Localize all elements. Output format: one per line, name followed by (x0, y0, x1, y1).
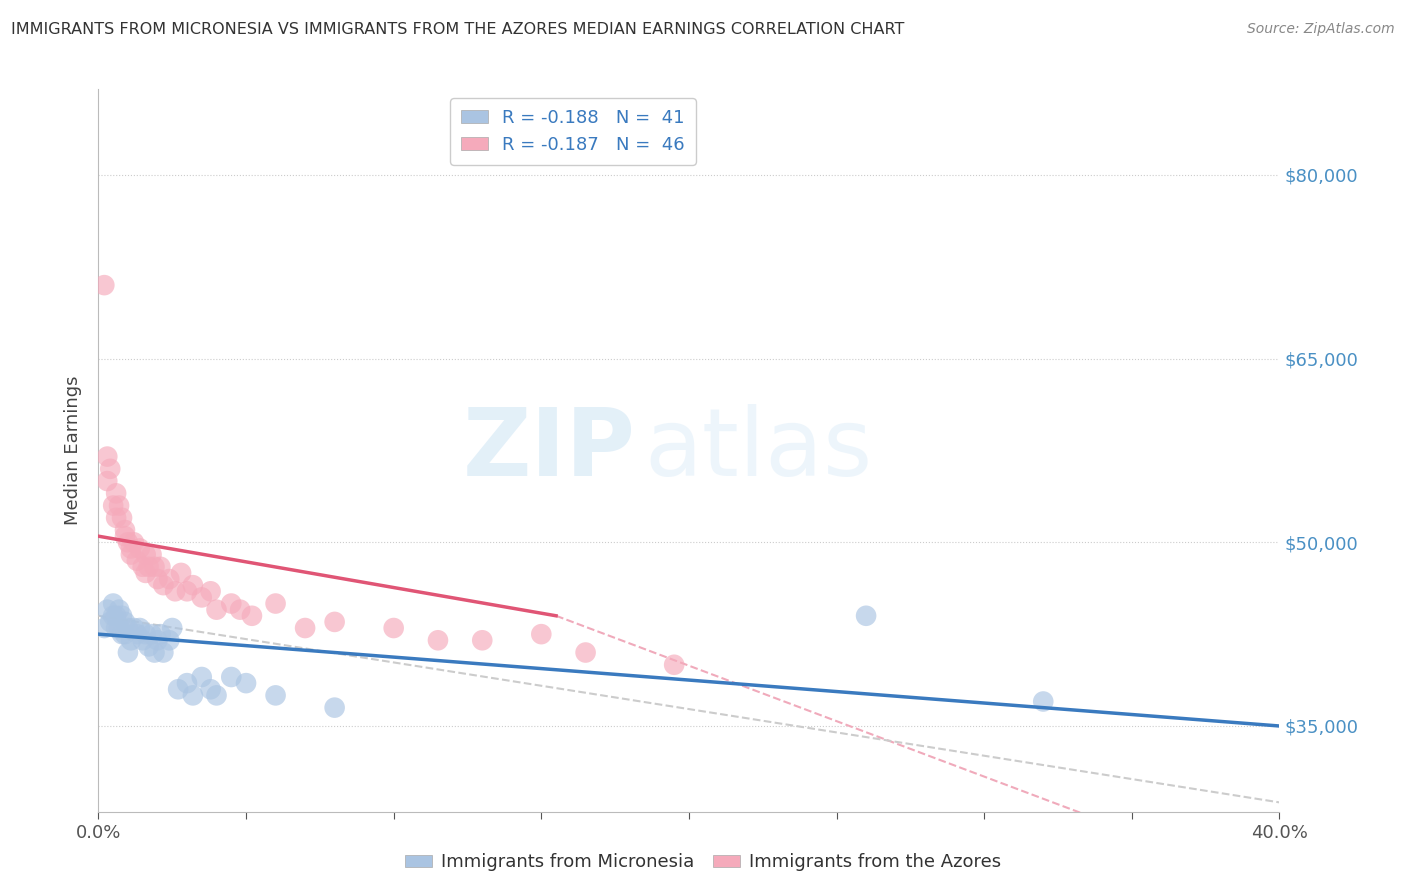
Point (117, 646, 139, 660)
Point (103, 597, 125, 611)
Point (382, 621, 405, 635)
Point (93, 278, 115, 293)
Point (167, 682, 190, 697)
Point (96, 474, 118, 488)
Point (146, 633, 169, 648)
Legend: R = -0.188   N =  41, R = -0.187   N =  46: R = -0.188 N = 41, R = -0.187 N = 46 (450, 98, 696, 165)
Point (229, 602, 252, 616)
Point (98, 462, 121, 476)
Point (530, 627, 553, 641)
Point (111, 627, 134, 641)
Point (105, 621, 128, 635)
Point (132, 559, 155, 574)
Point (117, 535, 139, 549)
Point (120, 633, 142, 648)
Point (143, 646, 166, 660)
Point (575, 646, 598, 660)
Point (205, 689, 228, 703)
Point (200, 682, 222, 697)
Text: ZIP: ZIP (463, 404, 636, 497)
Y-axis label: Median Earnings: Median Earnings (65, 376, 83, 525)
Text: IMMIGRANTS FROM MICRONESIA VS IMMIGRANTS FROM THE AZORES MEDIAN EARNINGS CORRELA: IMMIGRANTS FROM MICRONESIA VS IMMIGRANTS… (11, 22, 904, 37)
Point (120, 548, 142, 562)
Point (205, 602, 228, 616)
Point (114, 627, 136, 641)
Point (93, 621, 115, 635)
Point (157, 572, 180, 586)
Point (111, 608, 134, 623)
Point (149, 559, 172, 574)
Point (1032, 694, 1054, 708)
Point (264, 689, 287, 703)
Point (294, 621, 316, 635)
Point (122, 621, 145, 635)
Point (96, 450, 118, 464)
Point (128, 621, 150, 635)
Point (427, 633, 450, 648)
Point (165, 584, 187, 599)
Point (138, 559, 160, 574)
Point (132, 633, 155, 648)
Point (176, 584, 198, 599)
Point (105, 486, 128, 500)
Point (120, 541, 142, 556)
Point (191, 670, 214, 684)
Point (135, 566, 157, 580)
Point (191, 591, 214, 605)
Point (323, 700, 346, 714)
Point (122, 535, 145, 549)
Point (181, 578, 204, 592)
Point (323, 615, 346, 629)
Point (240, 608, 263, 623)
Point (114, 529, 136, 543)
Point (170, 566, 193, 580)
Point (152, 646, 174, 660)
Text: atlas: atlas (644, 404, 872, 497)
Point (105, 608, 128, 623)
Point (111, 511, 134, 525)
Point (96, 602, 118, 616)
Point (125, 554, 148, 568)
Point (108, 602, 131, 616)
Point (181, 689, 204, 703)
Point (125, 627, 148, 641)
Point (264, 597, 287, 611)
Point (200, 584, 222, 599)
Point (152, 578, 174, 592)
Point (143, 559, 166, 574)
Point (103, 499, 125, 513)
Point (176, 676, 198, 690)
Point (128, 541, 150, 556)
Point (157, 633, 180, 648)
Point (221, 597, 243, 611)
Point (114, 523, 136, 537)
Point (221, 670, 243, 684)
Point (146, 572, 169, 586)
Point (103, 608, 125, 623)
Point (135, 548, 157, 562)
Legend: Immigrants from Micronesia, Immigrants from the Azores: Immigrants from Micronesia, Immigrants f… (398, 847, 1008, 879)
Point (108, 499, 131, 513)
Point (135, 627, 157, 641)
Point (149, 627, 172, 641)
Point (235, 676, 257, 690)
Point (108, 621, 131, 635)
Point (138, 640, 160, 654)
Point (855, 608, 877, 623)
Text: Source: ZipAtlas.com: Source: ZipAtlas.com (1247, 22, 1395, 37)
Point (162, 621, 183, 635)
Point (114, 615, 136, 629)
Point (117, 621, 139, 635)
Point (664, 657, 686, 672)
Point (98, 615, 121, 629)
Point (141, 548, 163, 562)
Point (471, 633, 494, 648)
Point (141, 627, 163, 641)
Point (105, 511, 128, 525)
